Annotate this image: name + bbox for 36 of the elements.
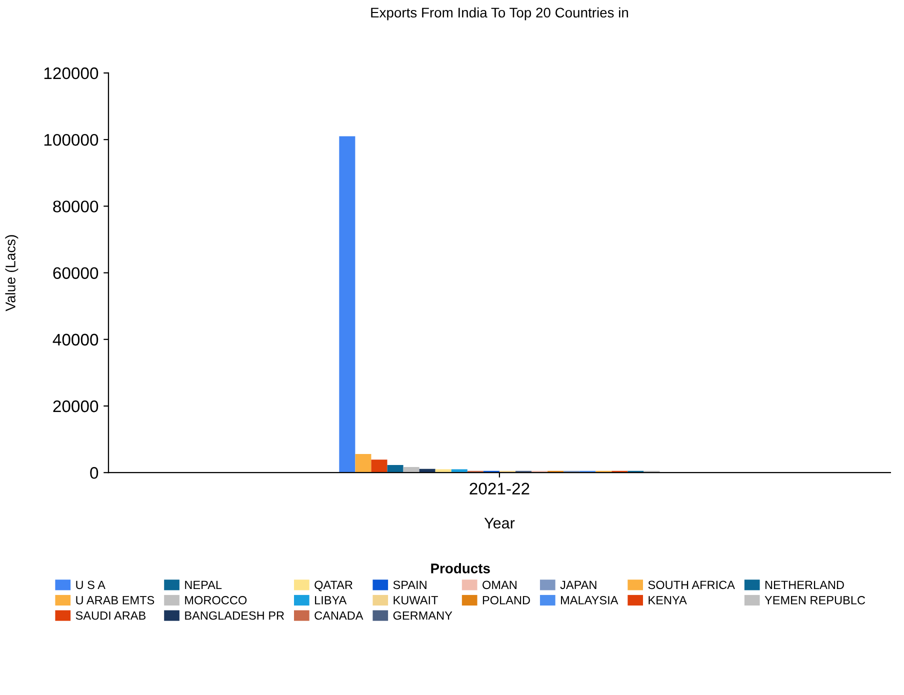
y-tick-label: 60000: [53, 267, 98, 279]
legend-label: CANADA: [314, 611, 364, 620]
y-tick-label: 80000: [53, 200, 98, 212]
legend-label: MOROCCO: [185, 596, 247, 604]
legend-label: KENYA: [648, 596, 687, 604]
legend-label: YEMEN REPUBLC: [764, 596, 866, 604]
legend-label: NEPAL: [185, 580, 222, 589]
legend-label: OMAN: [482, 580, 516, 590]
legend-label: QATAR: [314, 580, 352, 592]
legend-label: LIBYA: [315, 596, 347, 604]
y-tick-label: 40000: [52, 334, 98, 346]
legend-label: KUWAIT: [394, 596, 438, 604]
bar: [371, 460, 388, 473]
y-tick-label: 0: [90, 467, 98, 479]
legend-label: POLAND: [482, 596, 530, 604]
legend-label: U S A: [76, 580, 106, 590]
bar: [339, 136, 356, 473]
y-tick-label: 100000: [44, 134, 98, 146]
legend-label: SPAIN: [393, 580, 426, 590]
x-tick-label: 2021-22: [470, 482, 530, 495]
y-tick-label: 20000: [53, 400, 98, 412]
legend-title: Products: [431, 563, 490, 574]
y-tick-label: 120000: [44, 67, 98, 80]
legend-label: BANGLADESH PR: [185, 611, 284, 620]
legend-label: GERMANY: [393, 611, 452, 620]
y-axis-title: Value (Lacs): [5, 235, 18, 312]
legend-label: SAUDI ARAB: [76, 611, 146, 620]
chart-title: Exports From India To Top 20 Countries in: [371, 7, 628, 20]
x-axis-title: Year: [484, 518, 515, 529]
bar: [355, 454, 372, 473]
legend-label: JAPAN: [560, 580, 596, 590]
bar: [387, 464, 404, 473]
legend-label: U ARAB EMTS: [76, 596, 154, 604]
legend-label: MALAYSIA: [561, 596, 618, 604]
legend-label: SOUTH AFRICA: [648, 580, 735, 590]
legend-label: NETHERLAND: [765, 580, 844, 589]
